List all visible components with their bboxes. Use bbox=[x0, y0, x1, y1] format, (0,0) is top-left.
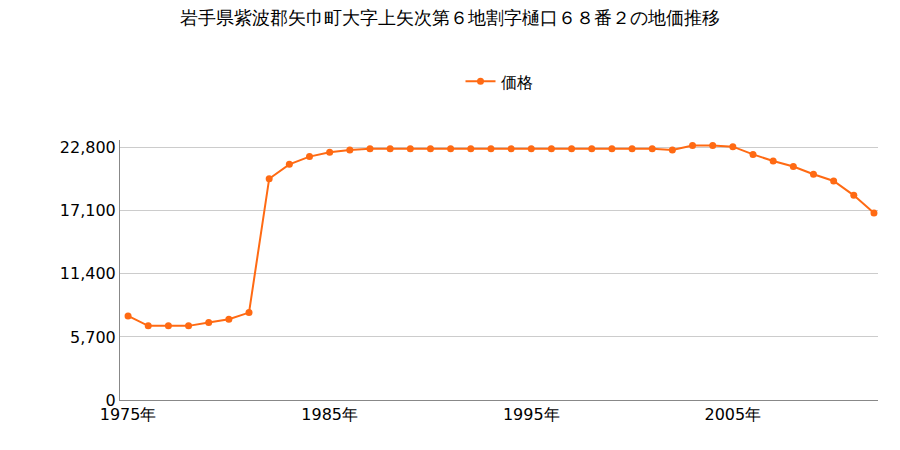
svg-text:17,100: 17,100 bbox=[60, 201, 116, 220]
svg-text:岩手県紫波郡矢巾町大字上矢次第６地割字樋口６８番２の地価推移: 岩手県紫波郡矢巾町大字上矢次第６地割字樋口６８番２の地価推移 bbox=[180, 7, 720, 28]
svg-text:1985年: 1985年 bbox=[301, 405, 358, 424]
svg-text:1975年: 1975年 bbox=[100, 405, 157, 424]
svg-text:価格: 価格 bbox=[501, 73, 533, 92]
svg-text:22,800: 22,800 bbox=[60, 138, 116, 157]
svg-text:0: 0 bbox=[106, 391, 116, 410]
svg-text:2005年: 2005年 bbox=[704, 405, 761, 424]
svg-text:11,400: 11,400 bbox=[60, 264, 116, 283]
svg-text:1995年: 1995年 bbox=[503, 405, 560, 424]
svg-text:5,700: 5,700 bbox=[70, 328, 116, 347]
